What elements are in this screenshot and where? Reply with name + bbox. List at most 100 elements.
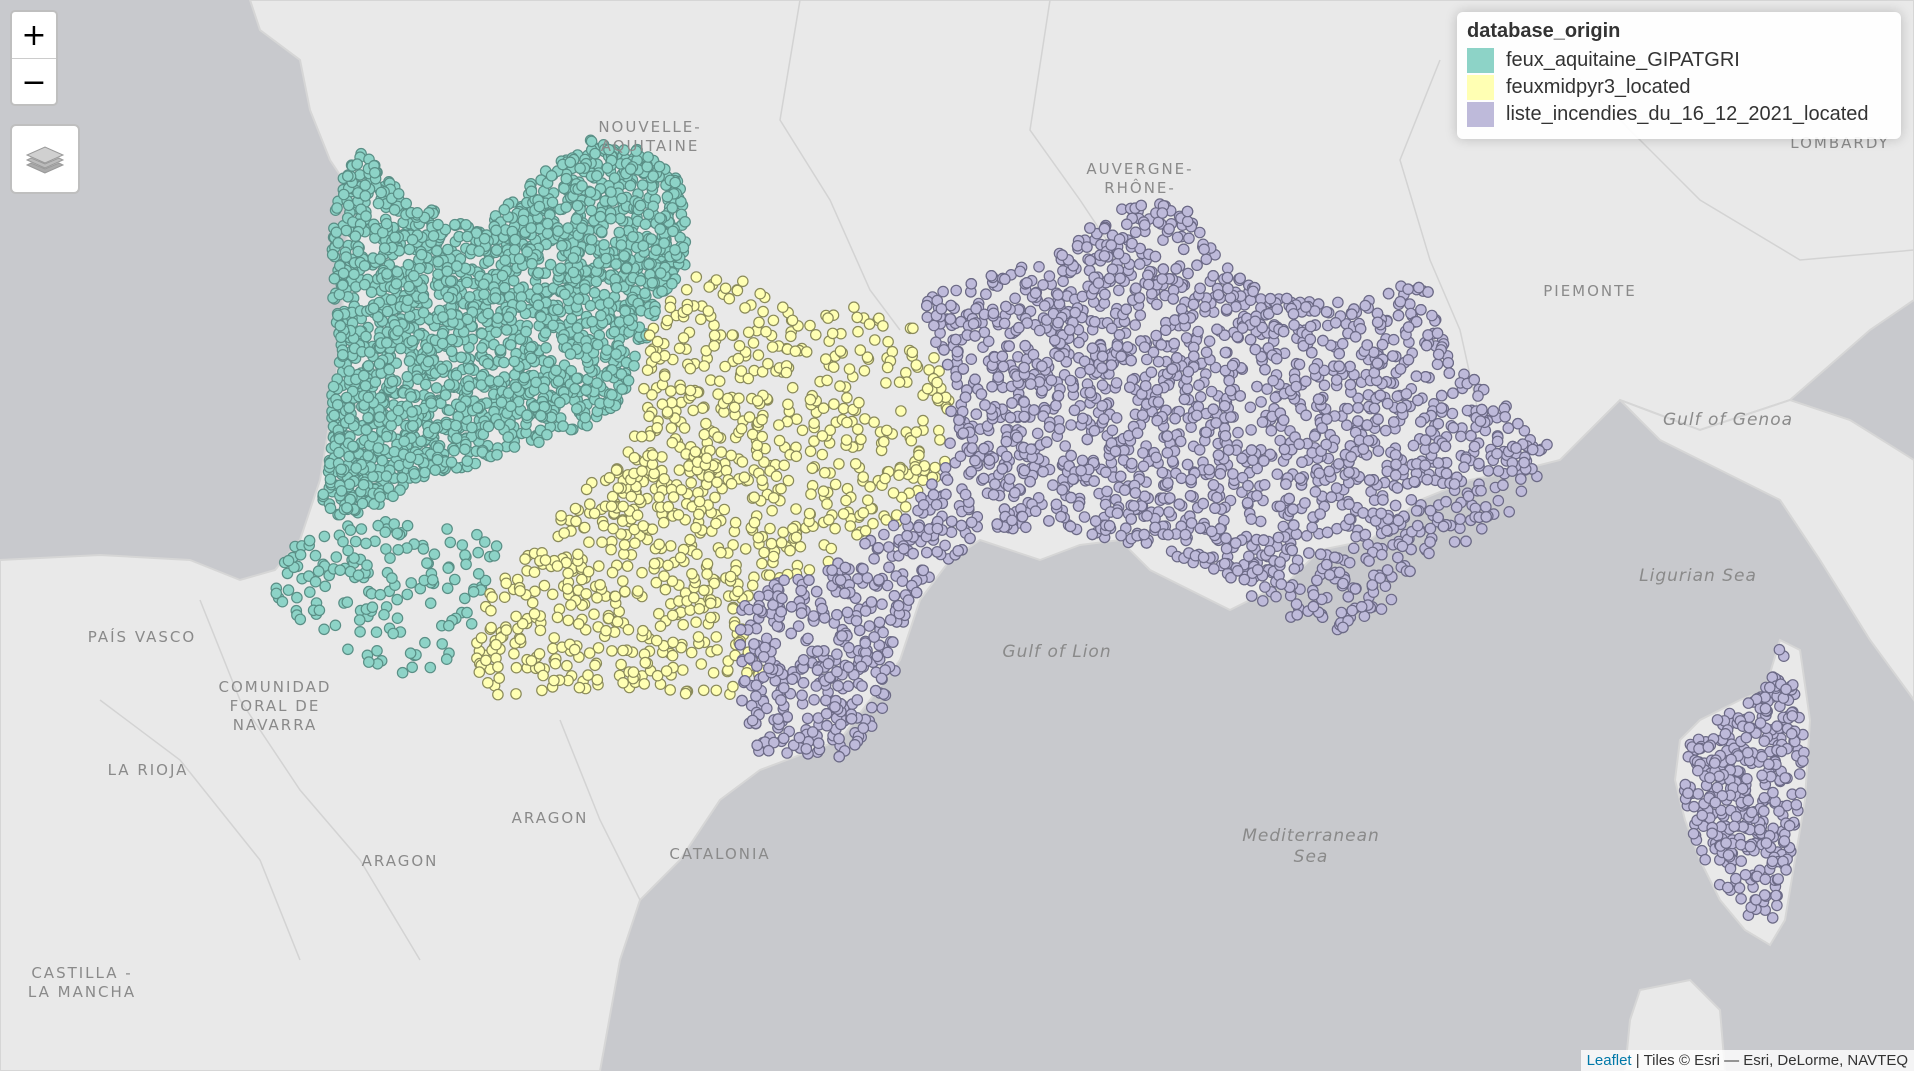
fire-point-aquitaine[interactable]	[552, 303, 564, 316]
fire-point-aquitaine[interactable]	[615, 239, 628, 251]
fire-point-incendies[interactable]	[1426, 309, 1438, 322]
fire-point-midpyr[interactable]	[514, 585, 526, 597]
fire-point-aquitaine[interactable]	[667, 225, 679, 238]
fire-point-midpyr[interactable]	[536, 684, 548, 697]
fire-point-aquitaine[interactable]	[358, 259, 371, 272]
fire-point-midpyr[interactable]	[641, 364, 654, 376]
fire-point-midpyr[interactable]	[551, 560, 564, 572]
fire-point-midpyr[interactable]	[823, 513, 835, 526]
fire-point-aquitaine[interactable]	[360, 537, 372, 550]
fire-point-aquitaine[interactable]	[482, 357, 494, 370]
fire-point-aquitaine[interactable]	[669, 244, 681, 256]
fire-point-midpyr[interactable]	[732, 352, 745, 365]
fire-point-aquitaine[interactable]	[406, 335, 419, 347]
fire-point-midpyr[interactable]	[736, 456, 749, 468]
fire-point-midpyr[interactable]	[746, 579, 759, 592]
fire-point-aquitaine[interactable]	[330, 551, 343, 563]
fire-point-aquitaine[interactable]	[437, 311, 449, 323]
fire-point-midpyr[interactable]	[913, 449, 925, 462]
fire-point-aquitaine[interactable]	[405, 391, 417, 403]
fire-point-midpyr[interactable]	[539, 554, 552, 566]
fire-point-aquitaine[interactable]	[545, 170, 558, 182]
fire-point-midpyr[interactable]	[672, 508, 685, 521]
fire-point-aquitaine[interactable]	[639, 218, 652, 230]
fire-point-midpyr[interactable]	[906, 346, 919, 359]
fire-point-midpyr[interactable]	[664, 684, 676, 696]
fire-point-midpyr[interactable]	[854, 344, 867, 356]
fire-point-aquitaine[interactable]	[598, 239, 610, 251]
fire-point-midpyr[interactable]	[569, 502, 582, 515]
fire-point-aquitaine[interactable]	[491, 312, 504, 324]
fire-point-aquitaine[interactable]	[359, 190, 372, 202]
fire-point-aquitaine[interactable]	[335, 463, 347, 476]
fire-point-aquitaine[interactable]	[431, 453, 444, 466]
fire-point-incendies[interactable]	[1020, 521, 1032, 534]
fire-point-aquitaine[interactable]	[490, 540, 503, 552]
fire-point-midpyr[interactable]	[572, 548, 584, 561]
fire-point-aquitaine[interactable]	[550, 364, 562, 377]
fire-point-aquitaine[interactable]	[532, 299, 545, 311]
fire-point-midpyr[interactable]	[934, 434, 946, 446]
fire-point-midpyr[interactable]	[648, 557, 661, 570]
fire-point-aquitaine[interactable]	[613, 316, 626, 328]
fire-point-aquitaine[interactable]	[415, 248, 428, 261]
fire-point-incendies[interactable]	[1043, 270, 1056, 282]
fire-point-aquitaine[interactable]	[333, 432, 346, 445]
fire-point-incendies[interactable]	[1476, 522, 1488, 535]
fire-point-aquitaine[interactable]	[362, 359, 375, 372]
fire-point-aquitaine[interactable]	[601, 162, 614, 174]
fire-point-midpyr[interactable]	[568, 643, 581, 656]
fire-point-aquitaine[interactable]	[368, 167, 381, 179]
fire-point-aquitaine[interactable]	[373, 358, 386, 370]
fire-point-incendies[interactable]	[930, 336, 942, 348]
fire-point-incendies[interactable]	[1113, 284, 1125, 297]
fire-point-midpyr[interactable]	[712, 388, 724, 400]
fire-point-aquitaine[interactable]	[552, 225, 564, 237]
fire-point-incendies[interactable]	[1423, 547, 1435, 560]
fire-point-aquitaine[interactable]	[586, 315, 598, 328]
fire-point-midpyr[interactable]	[777, 526, 789, 539]
fire-point-aquitaine[interactable]	[360, 330, 372, 343]
fire-point-aquitaine[interactable]	[461, 606, 473, 619]
fire-point-midpyr[interactable]	[498, 591, 511, 603]
fire-point-aquitaine[interactable]	[461, 230, 474, 243]
fire-point-midpyr[interactable]	[481, 676, 494, 689]
fire-point-midpyr[interactable]	[638, 382, 650, 395]
fire-point-midpyr[interactable]	[828, 398, 840, 410]
fire-point-aquitaine[interactable]	[352, 245, 364, 258]
fire-point-aquitaine[interactable]	[641, 160, 653, 173]
fire-point-midpyr[interactable]	[723, 292, 736, 305]
fire-point-midpyr[interactable]	[709, 491, 721, 504]
fire-point-incendies[interactable]	[1515, 485, 1528, 498]
fire-point-aquitaine[interactable]	[602, 297, 615, 309]
fire-point-midpyr[interactable]	[686, 567, 698, 580]
fire-point-aquitaine[interactable]	[637, 240, 649, 252]
fire-point-aquitaine[interactable]	[294, 548, 307, 561]
fire-point-midpyr[interactable]	[510, 661, 523, 674]
fire-point-aquitaine[interactable]	[331, 398, 344, 411]
fire-point-aquitaine[interactable]	[428, 422, 441, 434]
fire-point-midpyr[interactable]	[756, 430, 768, 443]
fire-point-midpyr[interactable]	[910, 359, 923, 371]
fire-point-aquitaine[interactable]	[392, 188, 405, 200]
fire-point-midpyr[interactable]	[848, 301, 860, 313]
fire-point-midpyr[interactable]	[748, 516, 761, 529]
fire-point-midpyr[interactable]	[656, 451, 668, 463]
fire-point-aquitaine[interactable]	[606, 388, 618, 401]
fire-point-aquitaine[interactable]	[649, 305, 661, 318]
fire-point-aquitaine[interactable]	[478, 232, 491, 245]
fire-point-midpyr[interactable]	[881, 361, 894, 374]
fire-point-midpyr[interactable]	[725, 449, 737, 462]
fire-point-aquitaine[interactable]	[380, 430, 393, 443]
fire-point-aquitaine[interactable]	[533, 200, 546, 213]
fire-point-midpyr[interactable]	[609, 590, 622, 603]
fire-point-incendies[interactable]	[1380, 424, 1392, 437]
fire-point-aquitaine[interactable]	[608, 325, 621, 338]
fire-point-midpyr[interactable]	[674, 551, 687, 564]
fire-point-midpyr[interactable]	[748, 491, 760, 503]
fire-point-aquitaine[interactable]	[324, 473, 337, 485]
fire-point-midpyr[interactable]	[849, 457, 862, 470]
fire-point-midpyr[interactable]	[719, 360, 731, 373]
fire-point-aquitaine[interactable]	[622, 314, 635, 327]
fire-point-midpyr[interactable]	[708, 329, 721, 342]
